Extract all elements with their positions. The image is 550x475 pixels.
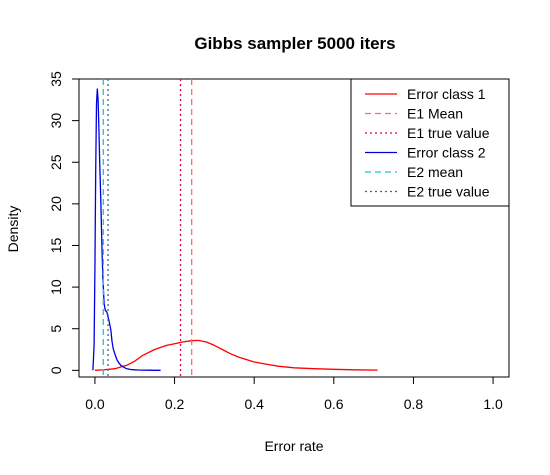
x-tick-label: 0.4 bbox=[244, 396, 264, 412]
y-axis: 0 5 10 15 20 25 30 35 bbox=[48, 71, 80, 374]
legend-label-e2-mean: E2 mean bbox=[407, 164, 463, 180]
y-axis-label: Density bbox=[5, 206, 21, 253]
legend-label-e2-true-value: E2 true value bbox=[407, 184, 490, 200]
y-tick-label: 5 bbox=[48, 325, 64, 333]
plot-area bbox=[92, 79, 378, 377]
y-tick-label: 35 bbox=[48, 71, 64, 87]
y-tick-label: 15 bbox=[48, 237, 64, 253]
legend: Error class 1 E1 Mean E1 true value Error c… bbox=[350, 78, 510, 207]
legend-label-error-class-2: Error class 2 bbox=[407, 145, 486, 161]
legend-label-error-class-1: Error class 1 bbox=[407, 86, 486, 102]
x-tick-label: 1.0 bbox=[483, 396, 503, 412]
series-line-error-class-2 bbox=[92, 88, 161, 371]
legend-box bbox=[350, 78, 510, 207]
x-tick-label: 0.8 bbox=[404, 396, 424, 412]
y-tick-label: 25 bbox=[48, 154, 64, 170]
legend-label-e1-true-value: E1 true value bbox=[407, 125, 490, 141]
x-tick-label: 0.6 bbox=[324, 396, 344, 412]
legend-label-e1-mean: E1 Mean bbox=[407, 106, 463, 122]
x-axis-label: Error rate bbox=[264, 438, 323, 454]
y-tick-label: 30 bbox=[48, 113, 64, 129]
x-tick-label: 0.0 bbox=[85, 396, 105, 412]
x-tick-label: 0.2 bbox=[165, 396, 185, 412]
x-axis: 0.0 0.2 0.4 0.6 0.8 1.0 bbox=[85, 376, 503, 412]
series-line-error-class-1 bbox=[94, 339, 378, 371]
chart-title: Gibbs sampler 5000 iters bbox=[194, 34, 395, 53]
y-tick-label: 10 bbox=[48, 279, 64, 295]
y-tick-label: 0 bbox=[48, 366, 64, 374]
y-tick-label: 20 bbox=[48, 196, 64, 212]
